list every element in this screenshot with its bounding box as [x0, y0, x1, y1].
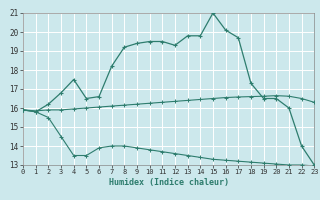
X-axis label: Humidex (Indice chaleur): Humidex (Indice chaleur) [108, 178, 228, 187]
